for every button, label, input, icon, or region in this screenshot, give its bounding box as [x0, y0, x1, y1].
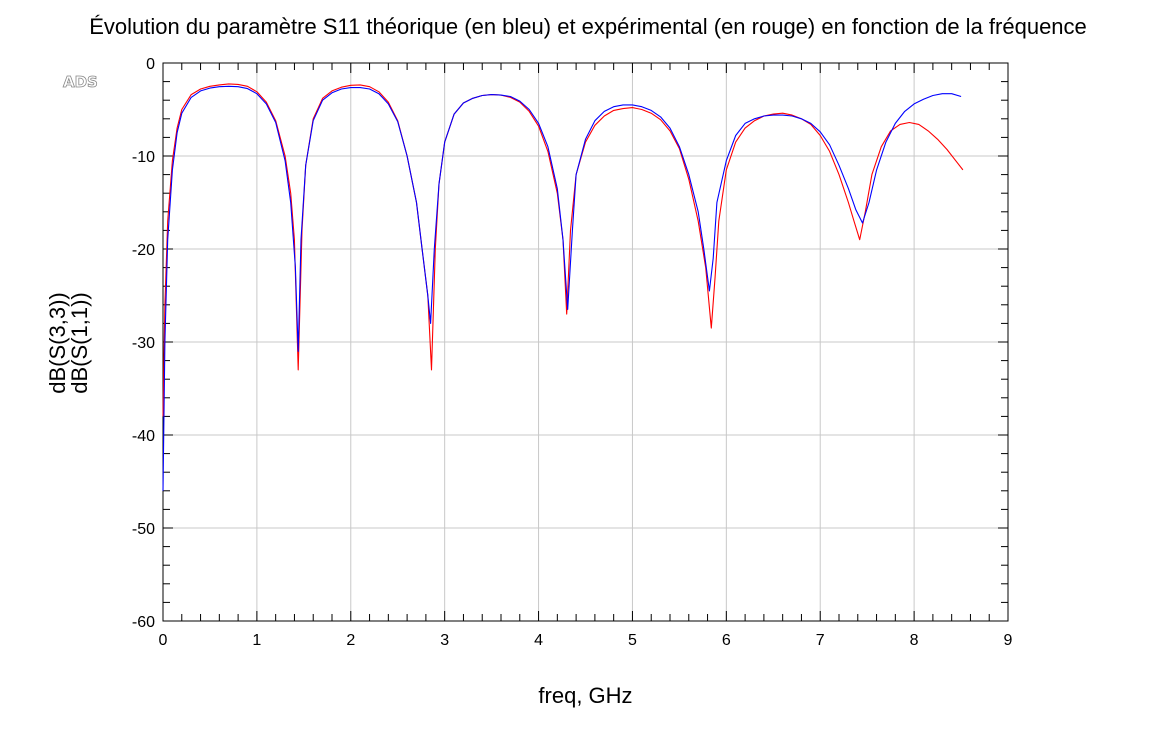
- series-line-s11: [162, 85, 962, 491]
- y-tick-label: -20: [132, 242, 155, 259]
- x-tick-label: 5: [628, 632, 637, 649]
- x-tick-label: 8: [910, 632, 919, 649]
- x-tick-label: 0: [159, 632, 168, 649]
- y-axis-label-s11: dB(S(1,1)): [67, 292, 92, 393]
- y-tick-labels: 0 -10 -20 -30 -40 -50 -60: [132, 56, 155, 631]
- x-tick-label: 1: [252, 632, 261, 649]
- x-tick-label: 4: [534, 632, 543, 649]
- y-tick-label: -60: [132, 614, 155, 631]
- x-tick-labels: 0 1 2 3 4 5 6 7 8 9: [159, 632, 1013, 649]
- x-tick-label: 2: [346, 632, 355, 649]
- series-lines: [162, 83, 964, 491]
- y-tick-label: -50: [132, 521, 155, 538]
- y-tick-label: -40: [132, 428, 155, 445]
- ads-watermark: ADS: [63, 73, 98, 91]
- chart-title: Évolution du paramètre S11 théorique (en…: [89, 14, 1087, 39]
- y-axis-label-s33: dB(S(3,3)): [45, 292, 70, 393]
- y-tick-label: -30: [132, 335, 155, 352]
- series-line-s33: [162, 83, 964, 417]
- plot-frame: [162, 62, 1009, 622]
- x-tick-label: 3: [440, 632, 449, 649]
- y-tick-label: -10: [132, 149, 155, 166]
- x-tick-label: 6: [722, 632, 731, 649]
- x-tick-label: 7: [816, 632, 825, 649]
- x-axis-label: freq, GHz: [538, 683, 632, 708]
- x-tick-label: 9: [1004, 632, 1013, 649]
- y-tick-label: 0: [146, 56, 155, 73]
